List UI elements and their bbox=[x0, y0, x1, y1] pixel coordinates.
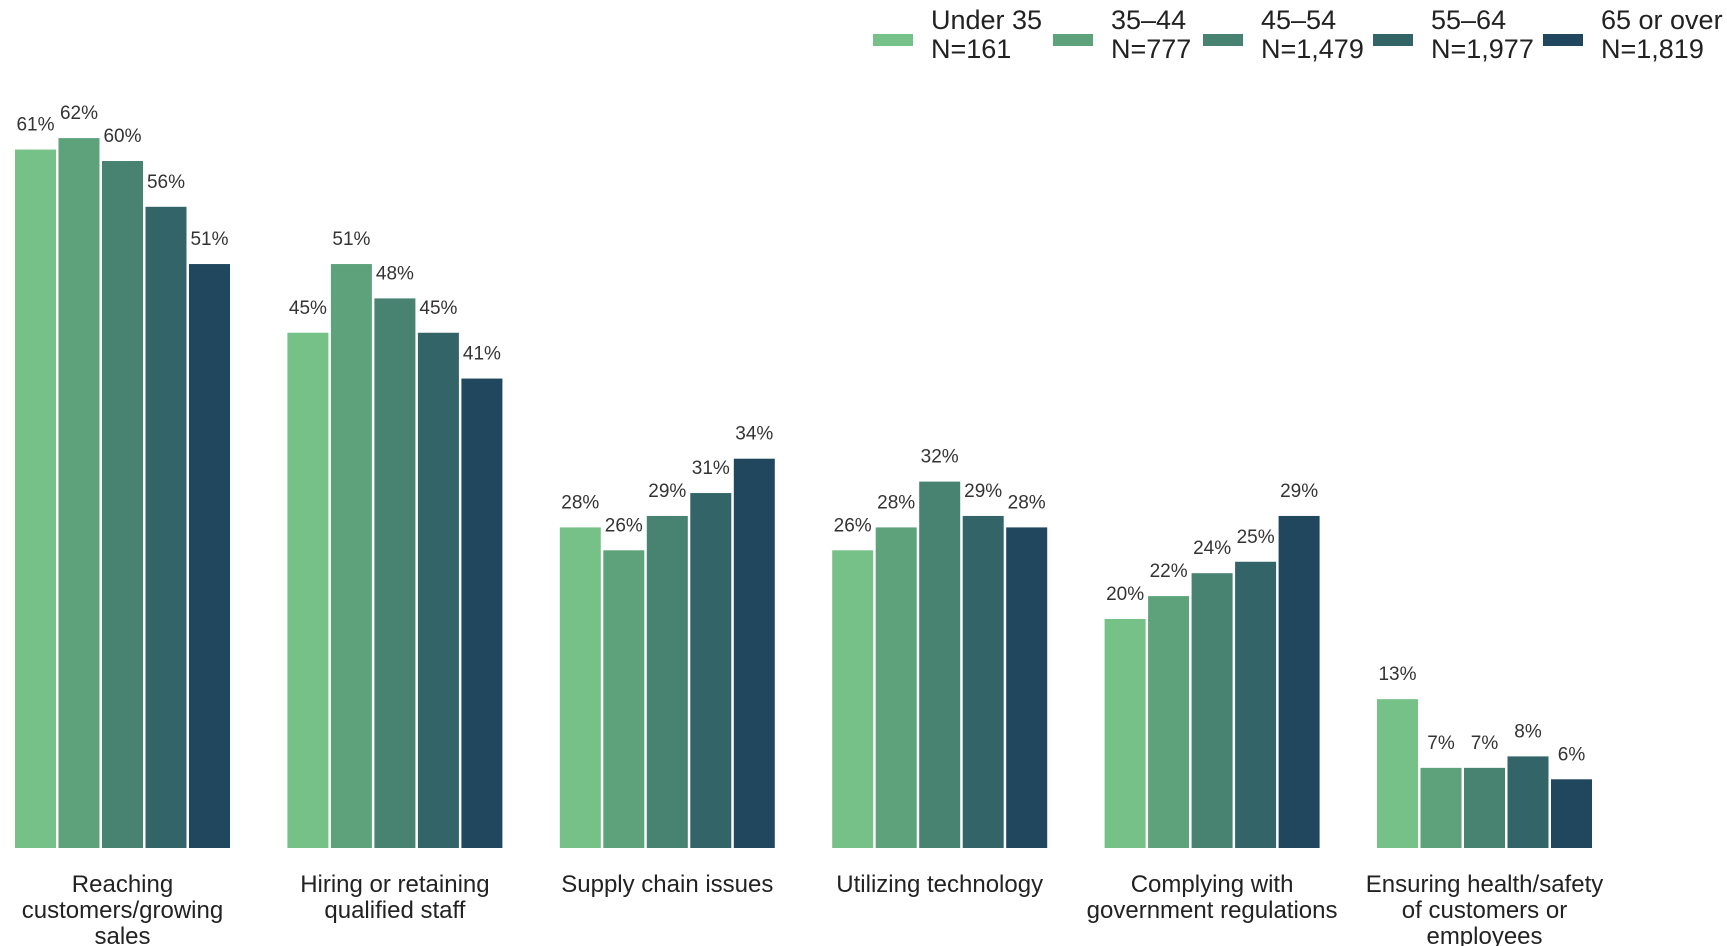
bars bbox=[15, 138, 1592, 849]
data-label: 29% bbox=[1280, 481, 1318, 502]
legend-entry-n: N=777 bbox=[1111, 34, 1191, 64]
data-label: 8% bbox=[1514, 721, 1542, 742]
bar bbox=[189, 264, 230, 848]
bar bbox=[646, 515, 688, 848]
value-labels: 61%62%60%56%51%45%51%48%45%41%28%26%29%3… bbox=[16, 103, 1585, 765]
data-label: 29% bbox=[964, 481, 1002, 502]
data-label: 61% bbox=[16, 115, 54, 136]
data-label: 51% bbox=[332, 229, 370, 250]
bar bbox=[733, 458, 775, 848]
bar bbox=[287, 332, 329, 848]
data-label: 6% bbox=[1558, 744, 1586, 765]
legend-swatch bbox=[873, 34, 913, 46]
bar bbox=[1420, 767, 1462, 848]
bar bbox=[461, 378, 503, 848]
data-label: 28% bbox=[1008, 492, 1046, 513]
legend-entry-n: N=161 bbox=[931, 34, 1011, 64]
data-label: 25% bbox=[1237, 527, 1275, 548]
data-label: 45% bbox=[419, 298, 457, 319]
bar bbox=[58, 138, 100, 849]
legend-entry: 35–44 bbox=[1111, 5, 1186, 35]
x-tick-label: Ensuring health/safety of customers or emp… bbox=[1366, 871, 1603, 946]
legend-swatch bbox=[1053, 34, 1093, 46]
data-label: 56% bbox=[147, 172, 185, 193]
bar bbox=[1377, 699, 1418, 848]
x-tick-label: Reaching customers/growing sales bbox=[22, 871, 223, 946]
x-tick-label: Complying with government regulations bbox=[1087, 871, 1338, 924]
data-label: 41% bbox=[463, 344, 501, 365]
data-label: 13% bbox=[1378, 664, 1416, 685]
legend-swatch bbox=[1373, 34, 1413, 46]
bar bbox=[374, 298, 416, 848]
data-label: 24% bbox=[1193, 538, 1231, 559]
data-label: 28% bbox=[877, 492, 915, 513]
bar bbox=[145, 206, 187, 849]
category-labels: Reaching customers/growing sales Hiring or … bbox=[22, 871, 1603, 946]
data-label: 32% bbox=[921, 447, 959, 468]
legend-entry: 65 or over bbox=[1601, 5, 1723, 35]
data-label: 29% bbox=[648, 481, 686, 502]
data-label: 7% bbox=[1471, 733, 1499, 754]
data-label: 34% bbox=[735, 424, 773, 445]
legend: Under 35N=161 35–44N=777 45–54N=1,479 55–64… bbox=[873, 5, 1723, 64]
data-label: 45% bbox=[289, 298, 327, 319]
legend-entry-n: N=1,819 bbox=[1601, 34, 1704, 64]
bar bbox=[330, 264, 372, 848]
bar bbox=[1104, 619, 1146, 848]
x-tick-label: Hiring or retaining qualified staff bbox=[300, 871, 489, 924]
bar bbox=[603, 550, 645, 848]
bar bbox=[559, 527, 601, 848]
legend-entry: 55–64 bbox=[1431, 5, 1506, 35]
data-label: 48% bbox=[376, 263, 414, 284]
legend-entry-n: N=1,977 bbox=[1431, 34, 1534, 64]
bar bbox=[1148, 596, 1190, 848]
legend-swatch bbox=[1203, 34, 1243, 46]
x-tick-label: Supply chain issues bbox=[561, 871, 773, 898]
bar bbox=[962, 515, 1004, 848]
bar bbox=[832, 550, 874, 848]
bar bbox=[1507, 756, 1549, 848]
bar bbox=[1235, 561, 1277, 848]
bar bbox=[875, 527, 917, 848]
bar bbox=[15, 149, 56, 849]
bar bbox=[690, 493, 732, 848]
legend-entry-n: N=1,479 bbox=[1261, 34, 1364, 64]
legend-entry: Under 35 bbox=[931, 5, 1042, 35]
bar bbox=[1551, 779, 1592, 848]
data-label: 7% bbox=[1427, 733, 1455, 754]
legend-entry: 45–54 bbox=[1261, 5, 1336, 35]
data-label: 28% bbox=[561, 492, 599, 513]
data-label: 26% bbox=[605, 515, 643, 536]
bar bbox=[1191, 573, 1233, 848]
data-label: 26% bbox=[834, 515, 872, 536]
bar bbox=[1464, 767, 1505, 848]
data-label: 51% bbox=[190, 229, 228, 250]
bar bbox=[1278, 515, 1320, 848]
bar bbox=[417, 332, 459, 848]
data-label: 20% bbox=[1106, 584, 1144, 605]
bar bbox=[919, 481, 961, 848]
data-label: 22% bbox=[1150, 561, 1188, 582]
data-label: 60% bbox=[103, 126, 141, 147]
legend-swatch bbox=[1543, 34, 1583, 46]
bar bbox=[102, 161, 143, 848]
x-tick-label: Utilizing technology bbox=[836, 871, 1043, 898]
data-label: 62% bbox=[60, 103, 98, 124]
bar bbox=[1006, 527, 1048, 848]
data-label: 31% bbox=[692, 458, 730, 479]
